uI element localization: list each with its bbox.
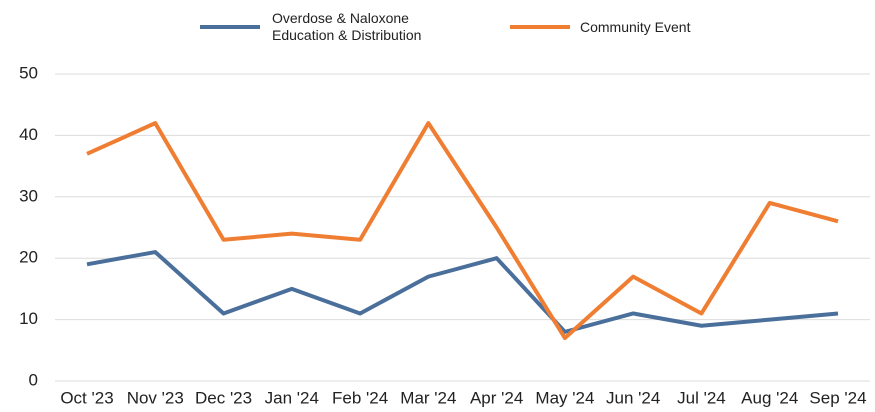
y-tick-label: 20: [19, 248, 38, 267]
y-tick-label: 30: [19, 186, 38, 205]
y-tick-label: 10: [19, 309, 38, 328]
series-line: [86, 121, 839, 341]
x-tick-label: Dec '23: [195, 388, 252, 407]
y-tick-label: 40: [19, 125, 38, 144]
x-tick-label: Apr '24: [470, 388, 523, 407]
x-tick-label: Jul '24: [677, 388, 726, 407]
legend-label: Overdose & Naloxone Education & Distribu…: [272, 10, 422, 43]
y-tick-label: 0: [29, 370, 38, 389]
x-tick-label: Jan '24: [265, 388, 319, 407]
legend-label: Community Event: [580, 18, 691, 35]
x-tick-label: Aug '24: [741, 388, 798, 407]
y-tick-label: 50: [19, 63, 38, 82]
x-tick-label: May '24: [535, 388, 594, 407]
x-tick-label: Oct '23: [60, 388, 113, 407]
series-line: [86, 250, 839, 334]
x-tick-label: Mar '24: [400, 388, 456, 407]
x-tick-label: Jun '24: [606, 388, 660, 407]
x-tick-label: Nov '23: [127, 388, 184, 407]
x-tick-label: Feb '24: [332, 388, 388, 407]
x-tick-label: Sep '24: [809, 388, 866, 407]
